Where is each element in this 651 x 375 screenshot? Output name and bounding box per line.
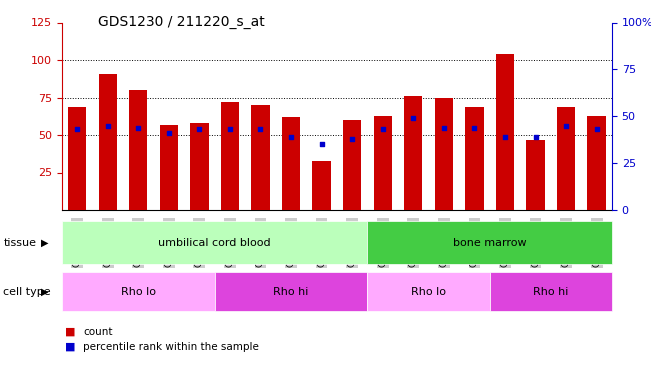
- Text: ▶: ▶: [41, 238, 49, 248]
- Text: Rho hi: Rho hi: [533, 286, 568, 297]
- Point: [469, 124, 480, 130]
- Point: [255, 126, 266, 132]
- Point: [500, 134, 510, 140]
- Bar: [587, 116, 606, 210]
- Bar: [490, 272, 612, 311]
- Text: tissue: tissue: [3, 238, 36, 248]
- Text: ▶: ▶: [41, 286, 49, 297]
- Bar: [221, 102, 239, 210]
- Point: [378, 126, 388, 132]
- Text: GDS1230 / 211220_s_at: GDS1230 / 211220_s_at: [98, 15, 264, 29]
- Point: [163, 130, 174, 136]
- Point: [592, 126, 602, 132]
- Bar: [62, 221, 367, 264]
- Point: [561, 123, 572, 129]
- Bar: [435, 98, 453, 210]
- Point: [347, 136, 357, 142]
- Text: count: count: [83, 327, 113, 337]
- Point: [531, 134, 541, 140]
- Point: [72, 126, 82, 132]
- Bar: [282, 117, 300, 210]
- Point: [102, 123, 113, 129]
- Bar: [465, 106, 484, 210]
- Bar: [557, 106, 575, 210]
- Text: Rho lo: Rho lo: [120, 286, 156, 297]
- Text: ■: ■: [65, 327, 76, 337]
- Bar: [62, 272, 215, 311]
- Bar: [496, 54, 514, 210]
- Bar: [374, 116, 392, 210]
- Bar: [343, 120, 361, 210]
- Point: [133, 124, 143, 130]
- Text: percentile rank within the sample: percentile rank within the sample: [83, 342, 259, 352]
- Text: bone marrow: bone marrow: [453, 238, 527, 248]
- Point: [225, 126, 235, 132]
- Bar: [367, 272, 490, 311]
- Text: ■: ■: [65, 342, 76, 352]
- Bar: [404, 96, 422, 210]
- Bar: [312, 160, 331, 210]
- Point: [439, 124, 449, 130]
- Text: Rho lo: Rho lo: [411, 286, 446, 297]
- Point: [286, 134, 296, 140]
- Text: umbilical cord blood: umbilical cord blood: [158, 238, 271, 248]
- Bar: [367, 221, 612, 264]
- Bar: [527, 140, 545, 210]
- Text: cell type: cell type: [3, 286, 51, 297]
- Bar: [98, 74, 117, 210]
- Text: Rho hi: Rho hi: [273, 286, 309, 297]
- Bar: [68, 106, 87, 210]
- Bar: [215, 272, 367, 311]
- Bar: [251, 105, 270, 210]
- Bar: [129, 90, 147, 210]
- Bar: [190, 123, 208, 210]
- Bar: [159, 124, 178, 210]
- Point: [316, 141, 327, 147]
- Point: [408, 115, 419, 121]
- Point: [194, 126, 204, 132]
